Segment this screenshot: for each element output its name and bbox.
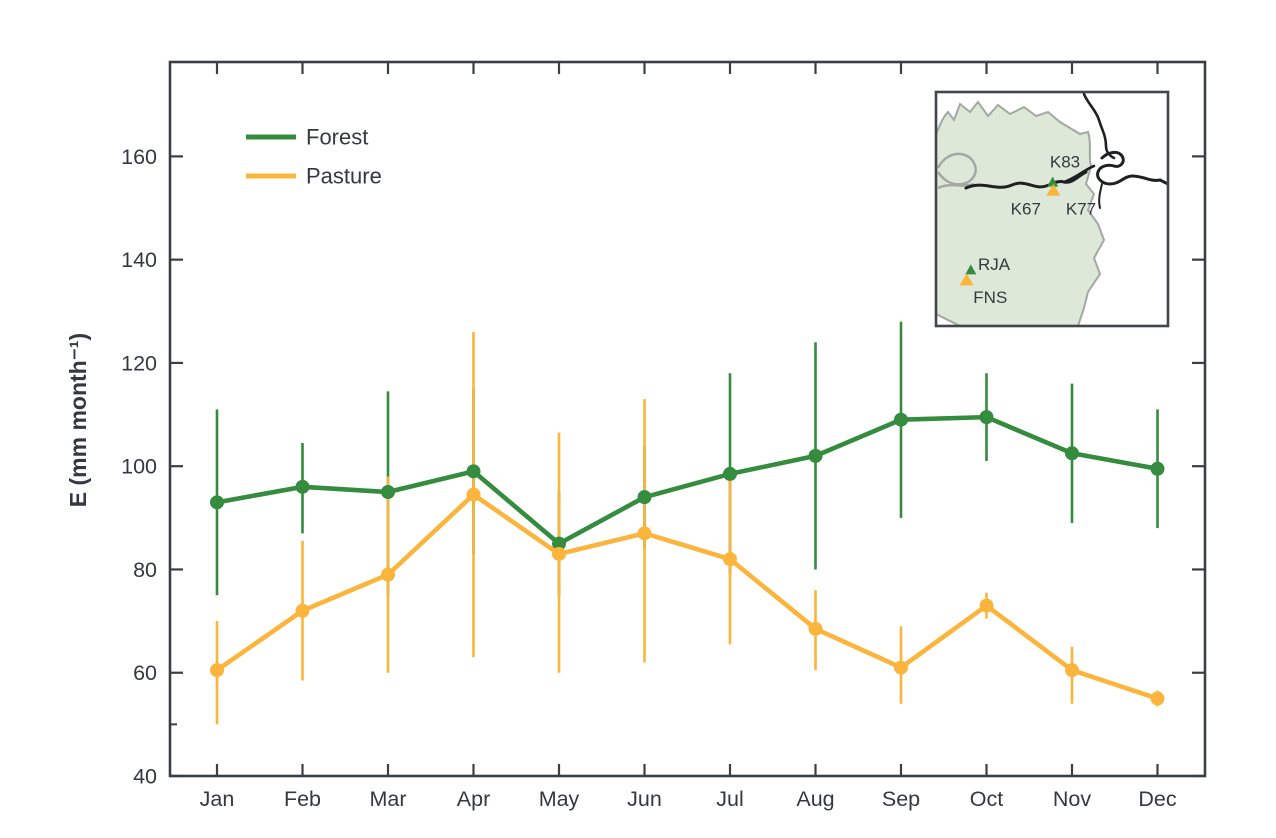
pasture-marker (1065, 663, 1079, 678)
inset-map-art: K83 K77 K67 RJA FNS (936, 92, 1168, 326)
site-label: FNS (973, 288, 1007, 307)
y-tick-label: 160 (121, 145, 157, 169)
forest-marker (466, 464, 481, 479)
forest-marker (637, 490, 652, 505)
river (964, 170, 1088, 190)
forest-series (210, 410, 1165, 551)
pasture-marker (979, 598, 994, 613)
forest-marker (295, 479, 310, 494)
y-tick-label: 40 (133, 765, 157, 789)
site-label: K67 (1011, 200, 1041, 219)
pasture-marker (808, 621, 823, 636)
pasture-marker (1150, 691, 1165, 706)
pasture-line (214, 492, 1160, 701)
river (1096, 150, 1168, 186)
forest-marker (808, 448, 823, 463)
pasture-marker (552, 546, 566, 561)
inset-border (934, 90, 1170, 328)
site-label: RJA (978, 255, 1011, 274)
legend-label: Pasture (306, 164, 382, 189)
plot-frame (168, 60, 1207, 778)
pasture-marker (295, 603, 310, 618)
pasture-marker (466, 487, 481, 502)
x-tick-label: Aug (796, 787, 834, 811)
forest-marker (979, 410, 994, 425)
forest-line (214, 414, 1160, 546)
river (1062, 164, 1096, 184)
pasture-site-marker (1046, 183, 1061, 196)
y-axis-title: E (mm month⁻¹) (65, 333, 91, 507)
x-tick-label: Nov (1053, 787, 1091, 811)
legend-label: Forest (306, 125, 368, 150)
river-meander (936, 152, 977, 186)
land-area (936, 100, 1106, 326)
y-tick-label: 120 (121, 351, 157, 375)
y-tick-label: 100 (121, 455, 157, 479)
y-tick-label: 60 (133, 661, 157, 685)
forest-error-bars (215, 321, 1159, 596)
x-tick-label: Apr (457, 787, 490, 811)
forest-marker (1150, 461, 1165, 476)
pasture-marker (381, 567, 395, 582)
forest-site-marker (965, 264, 977, 275)
site-label: K77 (1066, 200, 1096, 219)
river (1098, 183, 1103, 209)
x-tick-label: Dec (1138, 787, 1176, 811)
pasture-marker (723, 552, 737, 567)
forest-marker (210, 495, 224, 510)
x-tick-label: Jan (200, 787, 235, 811)
x-tick-label: Jun (627, 787, 662, 811)
x-tick-label: Sep (882, 787, 920, 811)
x-tick-label: Feb (284, 787, 321, 811)
pasture-error-bars (215, 331, 1159, 725)
x-tick-label: Mar (369, 787, 406, 811)
x-tick-label: Jul (716, 787, 743, 811)
forest-marker (552, 536, 566, 551)
x-tick-label: May (539, 787, 580, 811)
y-tick-label: 140 (121, 248, 157, 272)
site-label: K83 (1050, 153, 1080, 172)
y-tick-label: 80 (133, 558, 157, 582)
forest-marker (894, 412, 908, 427)
axes: 40 60 80 100 120 140 160 Jan Feb Mar Apr May Jun Jul A… (121, 62, 1205, 811)
legend: Forest Pasture (246, 125, 382, 189)
inset-map: K83 K77 K67 RJA FNS (934, 90, 1170, 328)
pasture-marker (637, 526, 652, 541)
forest-marker (723, 466, 737, 481)
forest-site-marker (1047, 176, 1059, 187)
forest-marker (1065, 446, 1079, 461)
pasture-series (210, 487, 1165, 706)
pasture-site-marker (959, 273, 974, 286)
pasture-marker (894, 660, 908, 675)
x-tick-label: Oct (970, 787, 1003, 811)
pasture-marker (210, 663, 224, 678)
forest-marker (381, 485, 395, 500)
